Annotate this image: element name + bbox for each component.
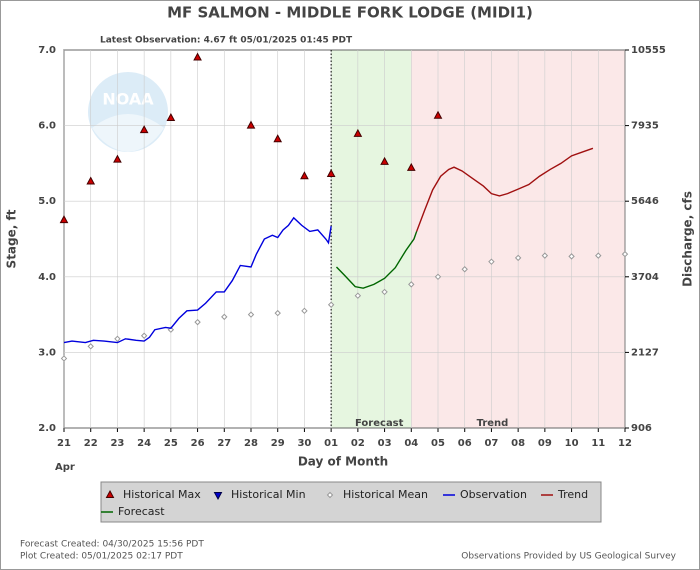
mean-marker	[327, 301, 335, 308]
max-marker	[300, 171, 309, 180]
x-tick-label: 12	[618, 438, 632, 449]
min-marker	[213, 492, 223, 501]
mean-marker	[568, 253, 575, 260]
max-marker	[139, 125, 149, 134]
x-tick-label: 21	[57, 438, 71, 449]
mean-marker	[595, 252, 602, 259]
x-tick-label: 30	[297, 438, 311, 449]
mean-marker	[408, 281, 415, 288]
y-tick-label: 6.0	[38, 121, 56, 132]
y2-axis-label: Discharge, cfs	[681, 191, 695, 287]
max-marker	[353, 128, 363, 137]
mean-marker	[514, 254, 522, 262]
subtitle: Latest Observation: 4.67 ft 05/01/2025 0…	[100, 36, 353, 46]
y2-tick-label: 906	[631, 423, 652, 434]
max-marker	[326, 168, 336, 177]
legend-label: Historical Max	[123, 488, 201, 501]
mean-marker	[326, 491, 334, 499]
x-tick-label: 05	[431, 438, 445, 449]
legend-label: Observation	[460, 488, 527, 501]
max-marker	[86, 176, 96, 185]
x-tick-label: 06	[458, 438, 472, 449]
x-tick-label: 08	[511, 438, 525, 449]
mean-marker	[87, 343, 94, 350]
month-label: Apr	[55, 462, 75, 473]
region-label: Forecast	[355, 418, 404, 429]
mean-marker	[488, 258, 495, 265]
max-marker	[105, 489, 115, 498]
mean-marker	[354, 292, 362, 299]
region-label: Trend	[477, 418, 509, 429]
series-line	[415, 147, 594, 232]
mean-marker	[434, 273, 442, 281]
mean-marker	[194, 318, 201, 326]
x-tick-label: 27	[217, 438, 231, 449]
series-line	[335, 231, 418, 289]
max-marker	[273, 134, 283, 143]
y-tick-label: 4.0	[38, 272, 56, 283]
x-tick-label: 25	[164, 438, 178, 449]
y-tick-label: 3.0	[38, 347, 56, 358]
y-tick-label: 2.0	[38, 423, 56, 434]
mean-marker	[167, 326, 175, 333]
y-tick-label: 5.0	[38, 196, 56, 207]
x-tick-label: 07	[484, 438, 498, 449]
x-tick-label: 02	[351, 438, 365, 449]
mean-marker	[301, 307, 308, 315]
x-tick-label: 11	[591, 438, 605, 449]
max-marker	[166, 112, 176, 122]
y2-tick-label: 5646	[631, 196, 659, 207]
max-marker	[193, 52, 202, 61]
mean-marker	[247, 311, 255, 318]
y-tick-label: 7.0	[38, 45, 56, 56]
x-tick-label: 24	[137, 438, 151, 449]
x-tick-label: 03	[378, 438, 392, 449]
max-marker	[59, 215, 69, 224]
max-marker	[406, 162, 416, 171]
x-tick-label: 22	[84, 438, 98, 449]
legend-label: Trend	[557, 488, 588, 501]
max-marker	[113, 154, 122, 163]
x-tick-label: 29	[271, 438, 285, 449]
x-tick-label: 04	[404, 438, 418, 449]
footer-plot: Plot Created: 05/01/2025 02:17 PDT	[20, 552, 183, 562]
chart-title: MF SALMON - MIDDLE FORK LODGE (MIDI1)	[167, 4, 533, 22]
x-tick-label: 10	[565, 438, 579, 449]
y2-tick-label: 3704	[631, 272, 659, 283]
y2-tick-label: 2127	[631, 347, 659, 358]
region	[331, 50, 412, 428]
x-tick-label: 09	[538, 438, 552, 449]
logo: NOAA	[88, 72, 168, 152]
legend-label: Historical Min	[231, 488, 306, 501]
mean-marker	[541, 252, 549, 259]
mean-marker	[274, 309, 281, 317]
y2-tick-label: 10555	[631, 45, 666, 56]
mean-marker	[114, 335, 121, 342]
legend-label: Historical Mean	[343, 488, 428, 501]
max-marker	[380, 156, 389, 165]
footer-source: Observations Provided by US Geological S…	[461, 552, 676, 562]
footer-forecast: Forecast Created: 04/30/2025 15:56 PDT	[20, 540, 204, 550]
max-marker	[433, 110, 443, 119]
y2-tick-label: 7935	[631, 121, 659, 132]
mean-marker	[381, 288, 388, 296]
y-axis-label: Stage, ft	[5, 209, 19, 268]
mean-marker	[140, 332, 148, 339]
mean-marker	[221, 313, 228, 321]
legend-label: Forecast	[118, 505, 165, 518]
x-tick-label: 01	[324, 438, 338, 449]
series-line	[63, 216, 332, 344]
logo-text: NOAA	[102, 90, 154, 109]
x-tick-label: 28	[244, 438, 258, 449]
mean-marker	[60, 355, 68, 362]
x-tick-label: 26	[191, 438, 205, 449]
mean-marker	[621, 250, 629, 258]
x-tick-label: 23	[110, 438, 124, 449]
x-axis-label: Day of Month	[298, 455, 388, 469]
mean-marker	[461, 266, 468, 273]
legend-box	[100, 481, 602, 523]
max-marker	[246, 120, 256, 129]
